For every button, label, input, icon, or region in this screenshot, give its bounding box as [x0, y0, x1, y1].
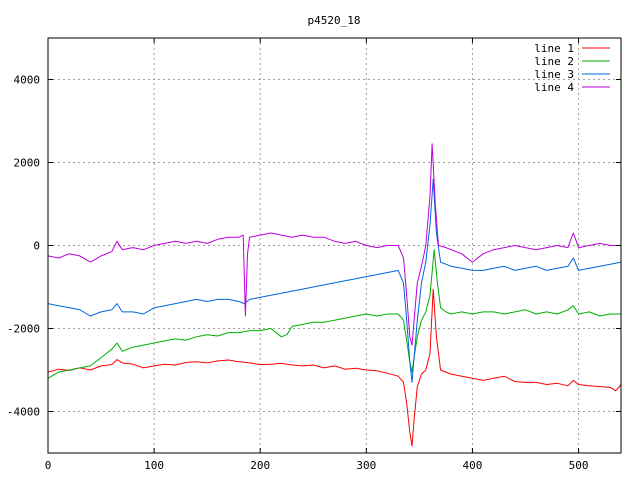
x-tick-label: 400	[463, 459, 483, 472]
y-tick-label: 4000	[14, 74, 41, 87]
legend-label-1: line 1	[534, 42, 574, 55]
chart-title: p4520_18	[308, 14, 361, 27]
series-line-3	[47, 178, 622, 383]
grid-lines	[48, 38, 621, 453]
axis-ticks: 0 100 200 300 400 500 -4000 -2000 0 2000 4000	[7, 38, 621, 472]
legend-label-4: line 4	[534, 81, 574, 94]
x-tick-label: 500	[569, 459, 589, 472]
series-line-1	[47, 288, 622, 447]
series-lines	[47, 143, 622, 447]
x-tick-label: 300	[356, 459, 376, 472]
legend-label-3: line 3	[534, 68, 574, 81]
y-tick-label: -2000	[7, 323, 40, 336]
series-line-4	[47, 143, 621, 346]
x-tick-label: 0	[45, 459, 52, 472]
x-tick-label: 100	[144, 459, 164, 472]
legend-label-2: line 2	[534, 55, 574, 68]
y-tick-label: 0	[33, 240, 40, 253]
x-tick-label: 200	[250, 459, 270, 472]
series-line-2	[47, 249, 621, 379]
y-tick-label: -4000	[7, 406, 40, 419]
y-tick-label: 2000	[14, 157, 41, 170]
